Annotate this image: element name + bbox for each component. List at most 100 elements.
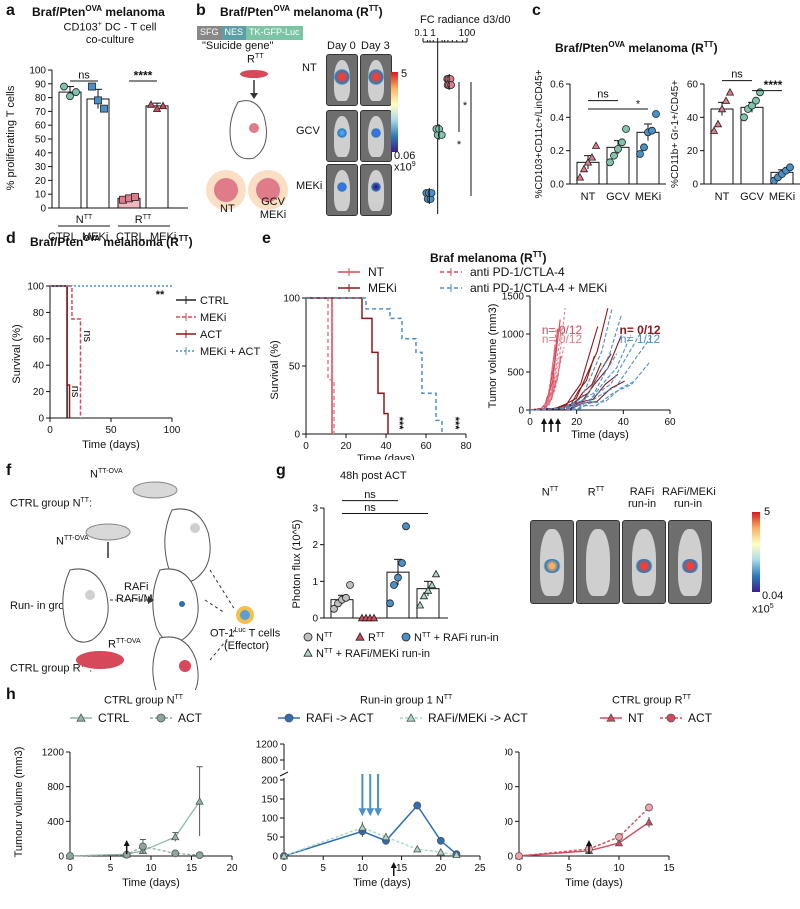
rafi-label: RAFi <box>124 581 149 593</box>
c2-sig-1: ns <box>731 68 743 80</box>
g-sig-1: ns <box>364 489 376 501</box>
d-x-tick-label: 50 <box>105 425 117 436</box>
bli-mouse <box>326 54 358 106</box>
day0-label: Day 0 <box>327 40 356 52</box>
e2-x-tick-label: 60 <box>664 417 676 428</box>
a-point <box>131 193 139 201</box>
a-xlabel: MEKi <box>82 231 109 243</box>
c1-ylabel: %CD103+CD11c+/LinCD45+ <box>534 69 545 198</box>
gc1-xlabel: NT <box>581 191 596 203</box>
h3-xlabel: Time (days) <box>565 877 623 889</box>
panel-g-images: NTT RTT RAFi run-in RAFi/MEKi run-in <box>530 486 730 604</box>
a-y-tick-label: 70 <box>35 107 47 118</box>
gc2-point <box>786 163 794 172</box>
dash-line-3 <box>209 629 236 661</box>
h3-point <box>614 838 624 847</box>
g-legend-label: NTT + RAFi run-in <box>414 632 499 644</box>
runin-label: Run- in group: <box>10 600 80 612</box>
g-y-tick-label: 1 <box>312 577 318 588</box>
g-point <box>386 599 394 608</box>
cbar-b-min: 0.06 <box>394 150 416 162</box>
h3-y-tick-label: 0 <box>507 852 513 863</box>
tcell-inner <box>240 610 250 620</box>
e-legend-label: MEKi <box>368 281 397 294</box>
g-image-label: NTT <box>541 486 559 499</box>
d-legend-label: ACT <box>200 329 222 341</box>
h2-act-arrow-head <box>390 862 397 868</box>
dish-rtt <box>76 651 124 669</box>
chart-e1: 0 50 100 0 20 40 60 80 Survival (%) Time (days) **… <box>269 294 472 461</box>
bli-signal <box>371 128 381 138</box>
panel-a-subtitle: CD103+ DC - T cell <box>63 21 157 34</box>
bli-mouse <box>360 110 392 162</box>
e2-y-tick-label: 1500 <box>502 292 525 303</box>
h1-y-tick-label: 400 <box>47 817 64 828</box>
g-y-tick-label: 2 <box>312 540 318 551</box>
gc2-point <box>721 96 731 104</box>
e2-arrow-head <box>548 418 554 424</box>
h3-y-tick-label: 1200 <box>505 748 513 759</box>
panel-g-title: 48h post ACT <box>340 470 407 482</box>
gc1-point <box>591 141 601 149</box>
gc1-point <box>583 158 593 166</box>
a-xlabel: CTRL <box>116 231 145 243</box>
e2-y-tick-label: 1000 <box>502 330 525 341</box>
d-legend-label: MEKi <box>200 312 226 324</box>
gc1-point <box>614 145 622 153</box>
h2-point <box>436 847 445 856</box>
chart-h2: 0 50 100 150 200 800 1200 0 5 10 15 20 25 Time (days) <box>256 740 486 890</box>
bli-signal <box>337 128 347 138</box>
h1-point <box>66 852 74 860</box>
bli-signal <box>368 69 384 85</box>
gc1-point <box>622 125 630 133</box>
gc1-point <box>575 173 585 181</box>
g-legend-label: NTT <box>316 632 333 644</box>
cbar-g-min: 0.04 <box>762 590 784 602</box>
gc2-xlabel: MEKi <box>769 191 795 203</box>
g-bli-signal <box>681 559 699 573</box>
h2-y-tick-label: 1200 <box>256 740 279 751</box>
chart-c1: 0.0 0.2 0.4 0.6 NT GCV MEKi %CD103+CD11c+/LinCD… <box>534 69 666 203</box>
gc2-point <box>725 88 735 96</box>
e2-growth-curve <box>529 346 556 411</box>
a-point <box>60 82 68 91</box>
effector-label: (Effector) <box>224 640 270 652</box>
tumour-ctrl-rtt <box>179 660 191 672</box>
g-point <box>398 559 406 567</box>
h1-point <box>195 851 204 860</box>
h1-act-arrow-head <box>123 840 130 846</box>
e1-y-tick-label: 0 <box>294 430 300 441</box>
gc1-point <box>610 151 618 160</box>
bli-mouse <box>360 164 392 216</box>
h2-y-tick-label: 150 <box>261 795 278 806</box>
chart-a: 0 10 20 30 40 50 60 70 80 90 100 % proliferating T … <box>5 66 188 227</box>
h2-series-1 <box>283 826 457 857</box>
label-gcv: GCV <box>261 196 285 208</box>
e1-sig-2: *** <box>449 417 461 431</box>
panel-label-e: e <box>262 230 271 247</box>
d-x-tick-label: 100 <box>164 425 181 436</box>
h2-y-tick-label: 50 <box>267 833 279 844</box>
h1-point <box>171 832 180 841</box>
gc2-point <box>717 104 727 113</box>
gc2-point <box>748 101 756 110</box>
e2-y-tick-label: 500 <box>507 368 524 379</box>
g-legend-marker <box>355 632 365 641</box>
gc2-bar <box>710 108 734 185</box>
e2-xlabel: Time (days) <box>571 429 629 441</box>
a-y-tick-label: 90 <box>35 79 47 90</box>
construct-sfg: SFG <box>197 26 222 40</box>
g-legend-label: RTT <box>368 632 385 644</box>
h-legend-marker <box>406 713 416 722</box>
g-bli-mouse <box>576 520 620 604</box>
g-legend-marker <box>303 648 313 657</box>
panel-label-d: d <box>6 230 16 247</box>
gc2-point <box>740 113 748 122</box>
gc1-y-tick-label: 0.6 <box>550 80 564 91</box>
gc1-point <box>640 143 648 152</box>
e2-count-pd1: n= 0/12 <box>542 332 583 346</box>
panel-e-legend: NT anti PD-1/CTLA-4 MEKi anti PD-1/CTLA-4 +… <box>338 265 607 294</box>
a-y-tick-label: 100 <box>29 66 46 77</box>
e2-ylabel: Tumor volume (mm3) <box>487 304 499 409</box>
